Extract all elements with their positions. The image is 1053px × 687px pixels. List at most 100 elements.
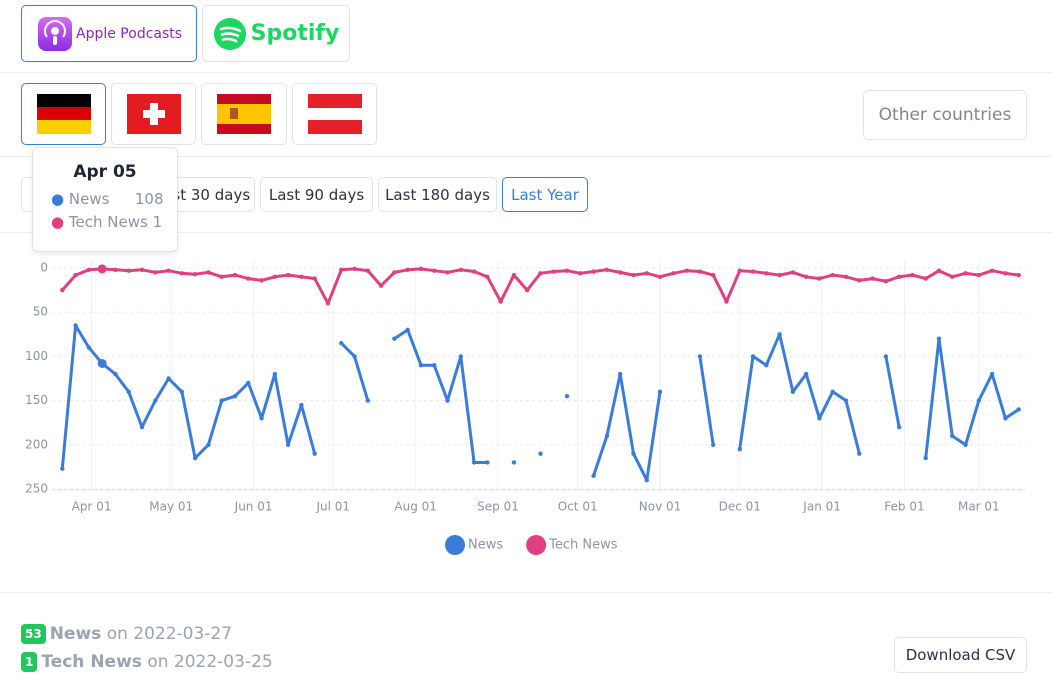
spotify-button[interactable]: Spotify bbox=[202, 5, 350, 62]
data-point bbox=[564, 268, 570, 273]
rank-badge: 53 bbox=[21, 624, 46, 644]
data-point bbox=[206, 442, 211, 447]
data-point bbox=[73, 272, 78, 278]
data-point bbox=[312, 276, 317, 281]
y-tick-label: 250 bbox=[25, 482, 48, 496]
data-point bbox=[631, 272, 636, 278]
data-point bbox=[538, 271, 543, 276]
data-point bbox=[445, 270, 450, 275]
range-button[interactable]: Last 180 days bbox=[378, 177, 497, 212]
flag-germany[interactable] bbox=[21, 83, 106, 145]
range-button[interactable]: Last 90 days bbox=[260, 177, 373, 212]
data-point bbox=[671, 271, 676, 276]
data-point bbox=[790, 270, 796, 275]
data-point bbox=[232, 272, 238, 278]
data-point bbox=[710, 442, 716, 447]
data-point bbox=[471, 269, 477, 274]
divider bbox=[0, 72, 1053, 73]
data-point bbox=[644, 271, 649, 276]
data-point bbox=[219, 398, 224, 403]
flag-austria[interactable] bbox=[292, 83, 377, 145]
data-point bbox=[764, 271, 769, 276]
hover-point bbox=[97, 264, 107, 274]
footer-line: 1 Tech News on 2022-03-25 bbox=[21, 652, 273, 672]
data-point bbox=[86, 345, 92, 350]
other-countries-button[interactable]: Other countries bbox=[863, 90, 1027, 140]
data-point bbox=[644, 477, 649, 483]
data-point bbox=[737, 447, 742, 452]
data-point bbox=[817, 276, 822, 281]
data-point bbox=[73, 323, 78, 328]
data-point bbox=[179, 271, 185, 276]
data-point bbox=[113, 267, 118, 272]
hover-point bbox=[97, 358, 107, 368]
data-point bbox=[299, 274, 304, 280]
x-tick-label: May 01 bbox=[149, 500, 193, 514]
y-tick-label: 150 bbox=[25, 393, 48, 407]
apple-podcasts-button[interactable]: Apple Podcasts bbox=[21, 5, 197, 62]
data-point bbox=[750, 354, 756, 359]
data-point bbox=[232, 393, 238, 399]
data-point bbox=[339, 340, 344, 346]
range-button[interactable]: Last Year bbox=[502, 177, 588, 212]
data-point bbox=[432, 268, 437, 273]
data-point bbox=[657, 274, 663, 280]
data-point bbox=[950, 274, 955, 280]
flag bbox=[307, 94, 362, 134]
data-point bbox=[538, 451, 543, 456]
data-point bbox=[896, 424, 902, 430]
data-point bbox=[817, 416, 822, 421]
data-point bbox=[219, 274, 224, 280]
data-point bbox=[246, 276, 251, 281]
data-point bbox=[246, 380, 251, 386]
data-point bbox=[617, 371, 623, 377]
apple-podcasts-label: Apple Podcasts bbox=[76, 25, 183, 42]
data-point bbox=[764, 363, 769, 368]
data-point bbox=[697, 354, 703, 359]
data-point bbox=[923, 276, 928, 281]
data-point bbox=[339, 267, 344, 272]
data-point bbox=[60, 466, 65, 471]
data-point bbox=[976, 272, 982, 278]
download-button[interactable]: Download CSV bbox=[894, 637, 1027, 673]
flag-spain[interactable] bbox=[201, 83, 287, 145]
data-point bbox=[1003, 416, 1008, 421]
tooltip-date: Apr 05 bbox=[73, 162, 137, 182]
legend-marker bbox=[526, 535, 547, 555]
x-tick-label: Dec 01 bbox=[719, 500, 761, 514]
data-point bbox=[803, 274, 809, 280]
data-point bbox=[485, 460, 490, 465]
data-point bbox=[963, 271, 968, 276]
x-tick-label: Nov 01 bbox=[639, 500, 682, 514]
data-point bbox=[192, 455, 198, 461]
data-point bbox=[139, 267, 145, 272]
x-tick-label: Jul 01 bbox=[316, 500, 351, 514]
legend-label: Tech News bbox=[548, 538, 618, 553]
x-tick-label: Oct 01 bbox=[558, 500, 598, 514]
flag-switzerland[interactable] bbox=[111, 83, 196, 145]
data-point bbox=[365, 398, 371, 403]
tooltip: Apr 05 ● News 108 ● Tech News 1 bbox=[32, 147, 178, 252]
data-point bbox=[285, 272, 291, 278]
data-point bbox=[113, 371, 118, 377]
data-point bbox=[498, 299, 503, 304]
data-point bbox=[551, 269, 556, 274]
date: on 2022-03-25 bbox=[147, 652, 273, 672]
data-point bbox=[710, 272, 716, 278]
data-point bbox=[737, 268, 742, 273]
data-point bbox=[485, 274, 490, 280]
data-point bbox=[312, 451, 317, 456]
data-point bbox=[578, 271, 583, 276]
flag bbox=[36, 94, 91, 134]
data-point bbox=[192, 271, 198, 277]
series-name: Tech News bbox=[41, 652, 142, 672]
y-tick-label: 50 bbox=[33, 305, 48, 319]
data-point bbox=[870, 276, 875, 281]
data-point bbox=[843, 398, 849, 403]
series-line bbox=[60, 324, 1020, 482]
data-point bbox=[458, 267, 464, 272]
data-point bbox=[604, 267, 610, 272]
footer-line: 53 News on 2022-03-27 bbox=[21, 624, 232, 644]
data-point bbox=[950, 433, 955, 439]
data-point bbox=[1016, 272, 1021, 278]
